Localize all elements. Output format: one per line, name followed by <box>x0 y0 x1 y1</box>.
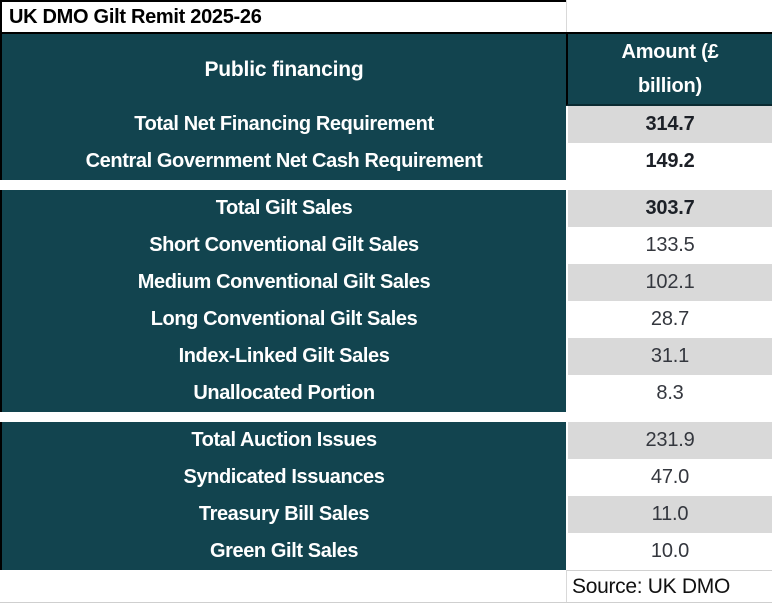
table-row: Total Gilt Sales 303.7 <box>0 190 772 227</box>
row-value: 231.9 <box>566 422 772 459</box>
table-row: Index-Linked Gilt Sales 31.1 <box>0 338 772 375</box>
table-row: Green Gilt Sales 10.0 <box>0 533 772 570</box>
column-header-public-financing: Public financing <box>0 34 566 106</box>
row-label: Central Government Net Cash Requirement <box>0 143 566 180</box>
table-row: Unallocated Portion 8.3 <box>0 375 772 412</box>
row-label: Index-Linked Gilt Sales <box>0 338 566 375</box>
row-value: 149.2 <box>566 143 772 180</box>
section-divider <box>0 180 772 190</box>
table-row: Treasury Bill Sales 11.0 <box>0 496 772 533</box>
row-value: 11.0 <box>566 496 772 533</box>
row-label: Medium Conventional Gilt Sales <box>0 264 566 301</box>
source-row-spacer <box>0 570 566 602</box>
table-row: Total Auction Issues 231.9 <box>0 422 772 459</box>
row-value: 133.5 <box>566 227 772 264</box>
column-header-amount-label: Amount (£ billion) <box>621 41 719 97</box>
source-row: Source: UK DMO <box>0 570 772 603</box>
page-title: UK DMO Gilt Remit 2025-26 <box>0 0 566 32</box>
row-label: Total Gilt Sales <box>0 190 566 227</box>
row-value: 303.7 <box>566 190 772 227</box>
table-row: Long Conventional Gilt Sales 28.7 <box>0 301 772 338</box>
row-label: Total Net Financing Requirement <box>0 106 566 143</box>
row-value: 47.0 <box>566 459 772 496</box>
row-value: 28.7 <box>566 301 772 338</box>
row-label: Treasury Bill Sales <box>0 496 566 533</box>
table-row: Short Conventional Gilt Sales 133.5 <box>0 227 772 264</box>
header-row: Public financing Amount (£ billion) <box>0 32 772 106</box>
row-label: Unallocated Portion <box>0 375 566 412</box>
section-divider <box>0 412 772 422</box>
table-row: Syndicated Issuances 47.0 <box>0 459 772 496</box>
row-label: Total Auction Issues <box>0 422 566 459</box>
row-value: 31.1 <box>566 338 772 375</box>
title-row: UK DMO Gilt Remit 2025-26 <box>0 0 772 32</box>
row-value: 102.1 <box>566 264 772 301</box>
row-value: 10.0 <box>566 533 772 570</box>
table-row: Total Net Financing Requirement 314.7 <box>0 106 772 143</box>
row-label: Short Conventional Gilt Sales <box>0 227 566 264</box>
title-row-spacer <box>566 0 772 32</box>
column-header-amount: Amount (£ billion) <box>566 34 772 106</box>
source-note: Source: UK DMO <box>566 570 772 602</box>
table-row: Medium Conventional Gilt Sales 102.1 <box>0 264 772 301</box>
row-label: Syndicated Issuances <box>0 459 566 496</box>
row-label: Long Conventional Gilt Sales <box>0 301 566 338</box>
row-label: Green Gilt Sales <box>0 533 566 570</box>
table-row: Central Government Net Cash Requirement … <box>0 143 772 180</box>
row-value: 8.3 <box>566 375 772 412</box>
row-value: 314.7 <box>566 106 772 143</box>
